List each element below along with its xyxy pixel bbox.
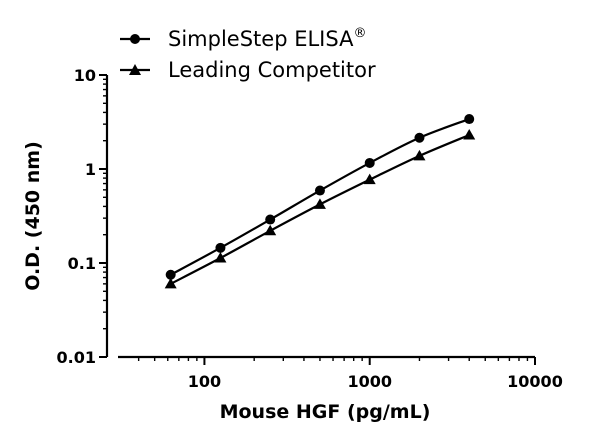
data-point-triangle [164, 277, 177, 289]
x-tick-label: 1000 [347, 372, 392, 391]
legend-label-simplestep: SimpleStep ELISA® [168, 26, 366, 51]
data-point-circle [364, 157, 375, 168]
series-layer [164, 114, 476, 289]
y-tick-label: 0.01 [57, 348, 96, 367]
series-line [170, 118, 470, 276]
data-point-triangle [463, 128, 476, 140]
axes [105, 75, 535, 359]
series-competitor [164, 128, 476, 289]
x-axis-title: Mouse HGF (pg/mL) [220, 401, 431, 423]
data-point-triangle [264, 224, 277, 236]
data-point-circle [215, 242, 226, 253]
data-point-circle [414, 132, 425, 143]
ticks: 0.01 0.1 1 10 100 1000 10000 [57, 66, 563, 391]
legend-item-competitor: Leading Competitor [120, 58, 376, 82]
series-simplestep [165, 114, 475, 280]
x-tick-label: 10000 [507, 372, 563, 391]
legend-item-simplestep: SimpleStep ELISA® [120, 26, 366, 51]
legend-marker-triangle [129, 64, 141, 75]
data-point-circle [314, 185, 325, 196]
data-point-triangle [363, 173, 376, 185]
data-point-circle [464, 114, 475, 125]
data-point-triangle [214, 252, 227, 263]
data-point-circle [265, 214, 276, 225]
y-tick-label: 10 [74, 66, 96, 85]
data-point-triangle [413, 149, 426, 161]
legend-marker-circle [130, 34, 140, 44]
data-point-triangle [313, 198, 326, 209]
y-axis-title: O.D. (450 nm) [22, 141, 44, 291]
data-point-circle [165, 269, 176, 280]
y-tick-label: 0.1 [68, 254, 96, 273]
y-tick-label: 1 [85, 160, 96, 179]
legend: SimpleStep ELISA® Leading Competitor [120, 26, 376, 82]
legend-label-competitor: Leading Competitor [168, 58, 376, 82]
x-tick-label: 100 [188, 372, 221, 391]
